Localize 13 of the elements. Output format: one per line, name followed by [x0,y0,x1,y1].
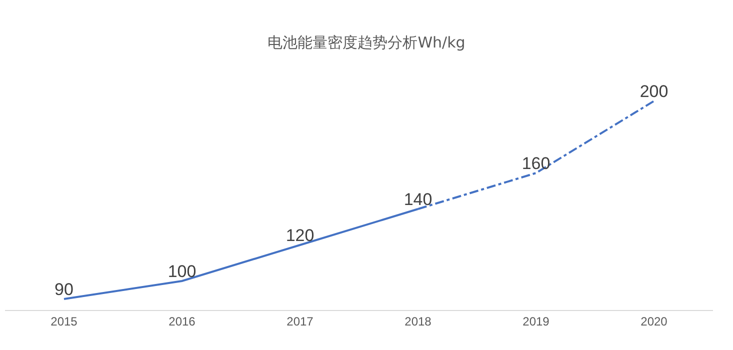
data-label: 120 [286,226,314,245]
data-label: 90 [54,280,74,299]
chart-title: 电池能量密度趋势分析Wh/kg [268,33,466,52]
x-tick-label: 2016 [168,314,196,328]
x-tick-label: 2020 [640,314,668,328]
data-label: 140 [404,190,432,209]
data-label: 160 [522,154,550,173]
x-tick-label: 2018 [404,314,432,328]
data-label: 100 [168,262,196,281]
x-tick-label: 2019 [522,314,550,328]
data-label: 200 [640,82,668,101]
x-tick-label: 2015 [50,314,78,328]
x-tick-label: 2017 [286,314,314,328]
